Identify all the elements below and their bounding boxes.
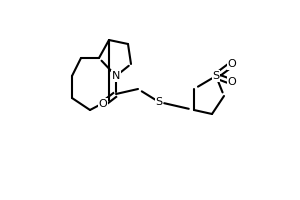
Text: S: S	[155, 97, 163, 107]
Text: N: N	[112, 71, 120, 81]
Text: O: O	[99, 99, 107, 109]
Text: O: O	[228, 77, 236, 87]
Text: O: O	[228, 59, 236, 69]
Text: S: S	[212, 71, 220, 81]
